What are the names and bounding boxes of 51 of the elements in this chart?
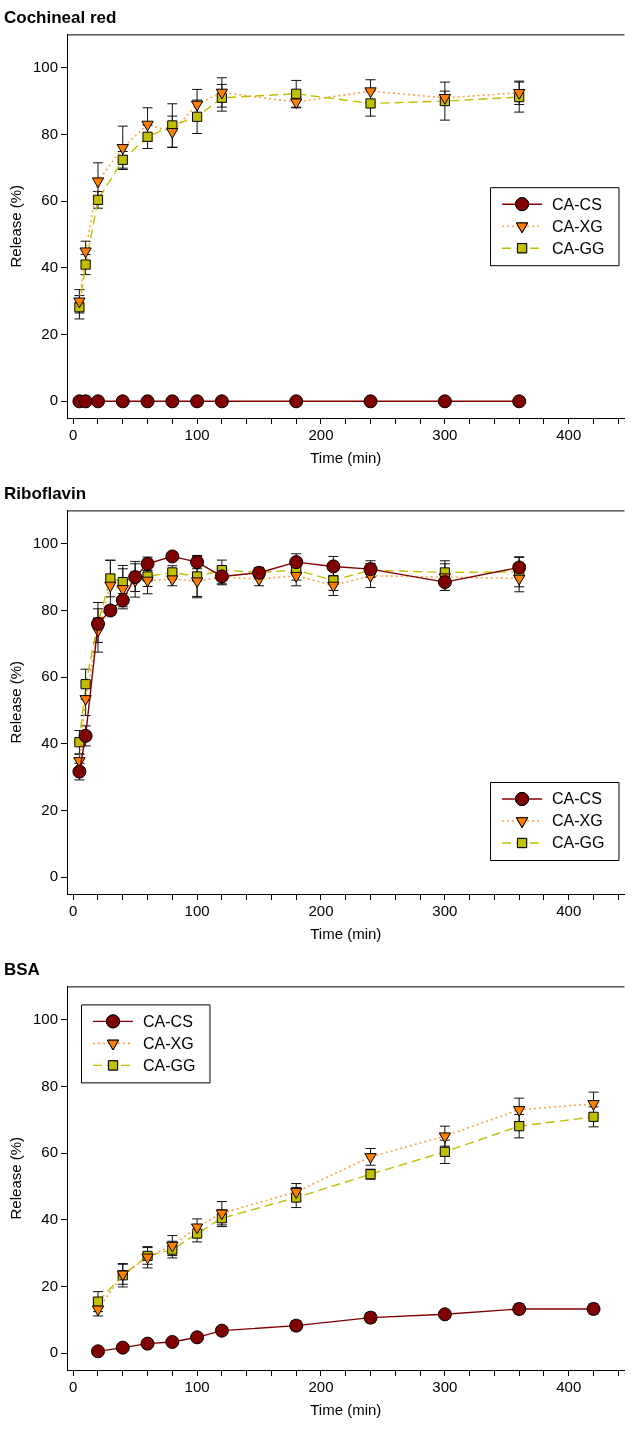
y-tick-label: 80: [41, 124, 59, 142]
y-tick-label: 0: [49, 867, 59, 885]
legend-label: CA-XG: [552, 217, 603, 235]
y-tick-label: 100: [33, 533, 59, 551]
y-tick-label: 80: [41, 1076, 59, 1094]
chart-title: BSA: [4, 959, 40, 979]
x-tick-label: 200: [308, 902, 334, 920]
legend-label: CA-CS: [143, 1012, 193, 1030]
y-axis-title: Release (%): [7, 660, 25, 744]
y-tick-label: 40: [41, 734, 59, 752]
y-tick-label: 20: [41, 1276, 59, 1294]
x-axis-title: Time (min): [310, 925, 382, 943]
legend-label: CA-GG: [552, 239, 605, 257]
x-tick-label: 200: [308, 1378, 334, 1396]
x-tick-label: 0: [69, 1378, 78, 1396]
y-tick-label: 60: [41, 667, 59, 685]
legend-label: CA-GG: [552, 834, 605, 852]
x-tick-label: 100: [184, 1378, 210, 1396]
legend-label: CA-GG: [143, 1056, 196, 1074]
legend-label: CA-XG: [552, 812, 603, 830]
x-tick-label: 400: [556, 902, 582, 920]
x-tick-label: 100: [184, 902, 210, 920]
x-tick-label: 400: [556, 1378, 582, 1396]
y-tick-label: 60: [41, 191, 59, 209]
x-tick-label: 100: [184, 426, 210, 444]
y-tick-label: 60: [41, 1143, 59, 1161]
y-axis-title: Release (%): [7, 1136, 25, 1220]
y-tick-label: 80: [41, 600, 59, 618]
y-tick-label: 20: [41, 324, 59, 342]
x-tick-label: 400: [556, 426, 582, 444]
legend-label: CA-CS: [552, 195, 602, 213]
x-tick-label: 0: [69, 426, 78, 444]
y-tick-label: 100: [33, 57, 59, 75]
x-tick-label: 300: [432, 902, 458, 920]
y-tick-label: 0: [49, 391, 59, 409]
y-tick-label: 40: [41, 1210, 59, 1228]
x-tick-label: 300: [432, 426, 458, 444]
y-axis-title: Release (%): [7, 184, 25, 268]
x-axis-title: Time (min): [310, 449, 382, 467]
y-tick-label: 0: [49, 1343, 59, 1361]
x-axis-title: Time (min): [310, 1401, 382, 1419]
y-tick-label: 100: [33, 1009, 59, 1027]
y-tick-label: 20: [41, 800, 59, 818]
x-tick-label: 0: [69, 902, 78, 920]
x-tick-label: 300: [432, 1378, 458, 1396]
x-tick-label: 200: [308, 426, 334, 444]
chart-title: Cochineal red: [4, 7, 117, 27]
legend-label: CA-CS: [552, 790, 602, 808]
chart-title: Riboflavin: [4, 483, 87, 503]
y-tick-label: 40: [41, 258, 59, 276]
legend-label: CA-XG: [143, 1034, 194, 1052]
